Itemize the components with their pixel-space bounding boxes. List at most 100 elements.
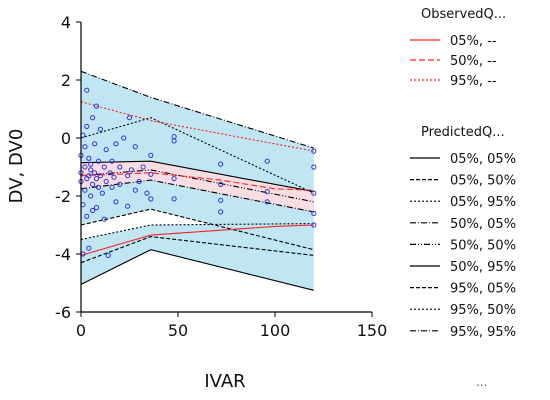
y-axis-label: DV, DV0 <box>6 129 27 204</box>
legend-label: 95%, 05% <box>450 282 516 297</box>
data-point <box>125 173 131 179</box>
data-point <box>101 216 107 222</box>
legend-label: 05%, 05% <box>450 152 516 167</box>
legend-label: 05%, 95% <box>450 195 516 210</box>
data-point <box>90 207 96 214</box>
data-point <box>93 205 100 211</box>
y-tick-label: 4 <box>61 13 71 32</box>
data-point <box>105 252 111 258</box>
x-tick-label: 50 <box>168 321 188 340</box>
data-point <box>311 148 317 154</box>
data-point <box>95 184 102 190</box>
y-tick-label: -6 <box>55 303 71 322</box>
series-line-95- <box>80 101 314 152</box>
data-point <box>218 181 224 187</box>
data-point <box>126 115 133 121</box>
data-point <box>88 161 94 167</box>
x-tick-label: 100 <box>260 321 291 340</box>
data-point <box>218 161 224 167</box>
legend-predicted-entries: 05%, 05% 05%, 50% 05%, 95% 50%, 05% 50%, 50%… <box>410 152 516 340</box>
data-point <box>90 115 96 121</box>
legend-more-indicator: ... <box>476 375 487 389</box>
series-line-05- <box>80 224 314 256</box>
data-point <box>109 158 115 164</box>
data-point <box>103 147 109 153</box>
data-point <box>148 152 154 158</box>
data-point <box>128 167 134 173</box>
series-line-50-05- <box>80 179 314 213</box>
data-point <box>117 181 123 187</box>
data-point <box>113 141 119 147</box>
legend-label: 50%, -- <box>450 54 497 69</box>
data-point <box>103 178 109 185</box>
legend-label: 50%, 05% <box>450 217 516 232</box>
data-point <box>171 134 177 140</box>
series-line-50-95- <box>80 160 314 193</box>
data-point <box>136 178 142 185</box>
data-point <box>311 164 317 170</box>
data-point <box>86 173 92 179</box>
data-point <box>90 181 96 187</box>
data-point <box>171 176 177 182</box>
data-point <box>101 164 107 170</box>
data-point <box>93 103 100 109</box>
data-point <box>107 170 113 176</box>
data-point <box>84 213 90 219</box>
legend-label: 05%, 50% <box>450 174 516 189</box>
legend-observed-entries: 05%, -- 50%, -- 95%, -- <box>410 34 497 89</box>
data-point <box>148 171 154 177</box>
data-point <box>88 167 94 173</box>
data-point <box>82 187 88 193</box>
series-lines <box>80 70 315 291</box>
data-point <box>84 123 90 130</box>
data-point <box>264 199 270 205</box>
data-point <box>88 193 94 199</box>
data-point <box>95 158 102 164</box>
data-point <box>97 126 104 132</box>
data-point <box>111 174 117 180</box>
data-point <box>92 170 98 176</box>
x-tick-label: 0 <box>76 321 86 340</box>
data-point <box>311 222 317 228</box>
data-point <box>171 196 177 202</box>
data-point <box>264 189 270 195</box>
x-axis-label: IVAR <box>204 371 245 392</box>
tick-labels: 0 50 100 150 -6 -4 -2 0 2 4 <box>55 13 387 340</box>
x-tick-label: 150 <box>357 321 388 340</box>
series-line-95-95- <box>80 70 314 149</box>
data-point <box>218 197 224 203</box>
data-point <box>86 155 92 161</box>
data-point <box>99 190 105 196</box>
data-point <box>311 190 317 196</box>
data-point <box>84 87 90 93</box>
legend-label: 05%, -- <box>450 34 497 49</box>
legend: ObservedQ... 05%, -- 50%, -- 95%, -- Predi… <box>410 7 516 389</box>
series-line-05-05- <box>80 249 314 291</box>
data-point <box>140 164 146 170</box>
data-point <box>264 158 270 164</box>
data-point <box>97 173 104 179</box>
data-point <box>311 210 317 216</box>
data-point <box>148 196 154 202</box>
data-point <box>132 187 138 193</box>
data-point <box>82 164 88 170</box>
series-line-95-05- <box>80 208 314 251</box>
data-point <box>86 245 92 251</box>
data-point <box>125 203 131 209</box>
data-point <box>144 190 150 196</box>
axes <box>76 21 373 317</box>
series-line-50-50- <box>80 169 314 203</box>
data-point <box>117 164 123 170</box>
y-tick-label: 2 <box>61 71 71 90</box>
data-point <box>93 176 100 182</box>
data-point <box>132 144 138 150</box>
legend-label: 95%, 50% <box>450 303 516 318</box>
band-0 <box>81 71 314 250</box>
legend-label: 50%, 50% <box>450 238 516 253</box>
legend-predicted-title: PredictedQ... <box>421 125 505 140</box>
prediction-bands <box>81 71 314 291</box>
legend-label: 50%, 95% <box>450 260 516 275</box>
data-point <box>92 141 98 147</box>
data-point <box>121 135 127 141</box>
